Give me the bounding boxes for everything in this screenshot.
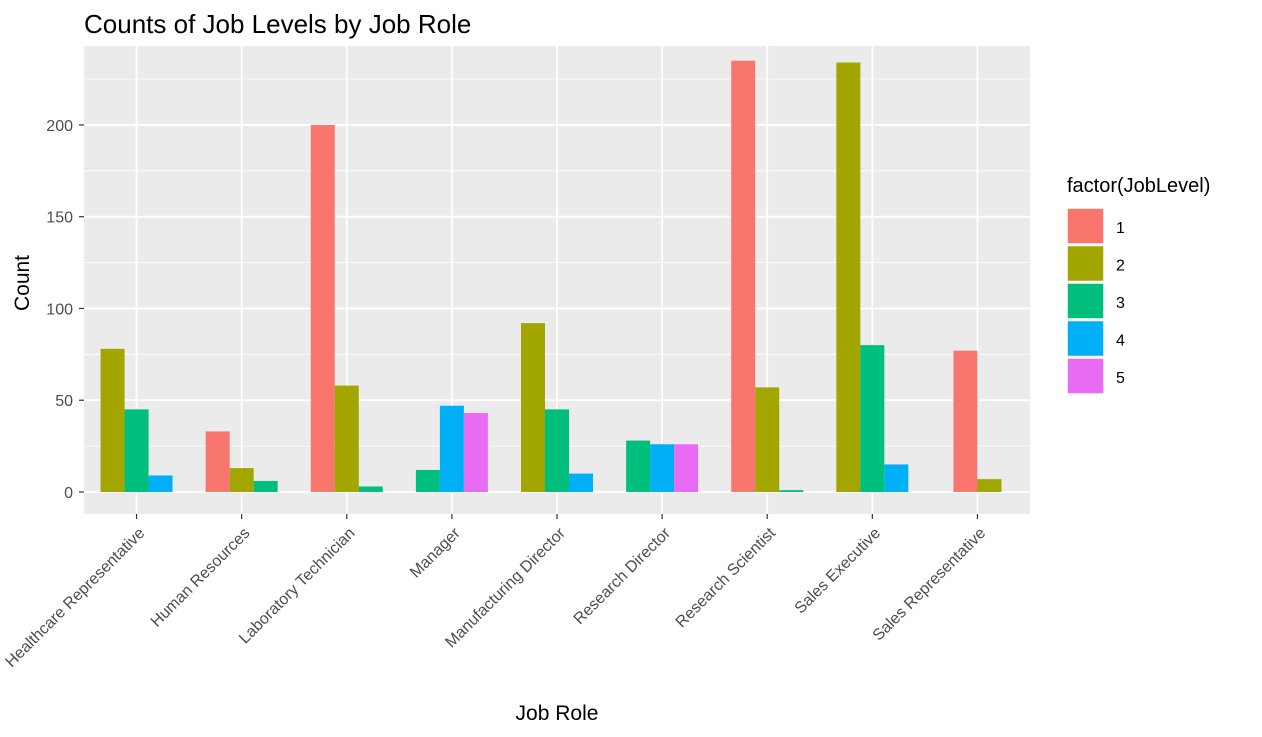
bar-human-resources-level-1 <box>205 431 230 492</box>
x-tick-label: Laboratory Technician <box>236 525 359 648</box>
bar-laboratory-technician-level-1 <box>310 124 335 492</box>
bar-laboratory-technician-level-3 <box>358 486 383 492</box>
bar-laboratory-technician-level-2 <box>334 385 359 492</box>
bar-research-director-level-4 <box>650 444 675 492</box>
legend-label-5: 5 <box>1116 370 1125 387</box>
bar-manager-level-4 <box>439 405 464 492</box>
y-axis: 0 50 100 150 200 <box>46 118 84 502</box>
legend-label-1: 1 <box>1116 220 1125 237</box>
bar-sales-representative-level-2 <box>977 479 1002 492</box>
x-axis-title: Job Role <box>516 702 599 725</box>
x-tick-label: Healthcare Representative <box>2 525 148 671</box>
bar-research-scientist-level-3 <box>779 490 804 492</box>
bar-manager-level-5 <box>463 413 488 492</box>
legend-key-3 <box>1066 282 1105 320</box>
bars <box>100 60 1002 492</box>
legend-label-4: 4 <box>1116 332 1125 349</box>
legend: factor(JobLevel) 1 2 3 4 5 <box>1066 175 1210 395</box>
x-tick-label: Research Director <box>571 524 675 628</box>
bar-manager-level-3 <box>415 469 440 492</box>
x-tick-label: Sales Executive <box>792 525 885 618</box>
legend-key-1 <box>1066 207 1105 245</box>
legend-label-3: 3 <box>1116 295 1125 312</box>
x-tick-label: Manufacturing Director <box>442 524 569 651</box>
y-tick-label: 100 <box>46 301 73 318</box>
bar-research-scientist-level-1 <box>731 60 756 492</box>
y-tick-label: 50 <box>55 393 73 410</box>
bar-research-director-level-3 <box>626 440 651 492</box>
bar-healthcare-representative-level-3 <box>124 409 149 492</box>
bar-manufacturing-director-level-2 <box>521 323 545 492</box>
bar-healthcare-representative-level-4 <box>148 475 173 492</box>
legend-key-4 <box>1066 319 1105 358</box>
x-tick-label: Manager <box>407 524 464 581</box>
legend-key-5 <box>1066 357 1105 395</box>
bar-sales-executive-level-3 <box>860 345 885 492</box>
chart-title: Counts of Job Levels by Job Role <box>84 9 471 39</box>
bar-sales-representative-level-1 <box>953 350 978 492</box>
bar-sales-executive-level-4 <box>884 464 909 492</box>
legend-label-2: 2 <box>1116 257 1125 274</box>
x-axis: Healthcare Representative Human Resources… <box>2 514 989 671</box>
x-tick-label: Research Scientist <box>673 524 780 631</box>
x-tick-label: Human Resources <box>148 525 254 631</box>
bar-research-director-level-5 <box>674 444 699 492</box>
legend-key-2 <box>1066 244 1105 283</box>
bar-manufacturing-director-level-4 <box>569 473 593 492</box>
bar-healthcare-representative-level-2 <box>100 348 125 492</box>
bar-sales-executive-level-2 <box>836 62 861 492</box>
y-tick-label: 200 <box>46 118 73 135</box>
bar-manufacturing-director-level-3 <box>545 409 569 492</box>
bar-research-scientist-level-2 <box>755 387 780 492</box>
legend-title: factor(JobLevel) <box>1067 175 1210 197</box>
x-tick-label: Sales Representative <box>870 525 990 645</box>
y-axis-title: Count <box>11 255 34 311</box>
bar-human-resources-level-2 <box>229 468 254 492</box>
y-tick-label: 0 <box>64 485 73 502</box>
bar-human-resources-level-3 <box>253 480 278 492</box>
y-tick-label: 150 <box>46 210 73 227</box>
